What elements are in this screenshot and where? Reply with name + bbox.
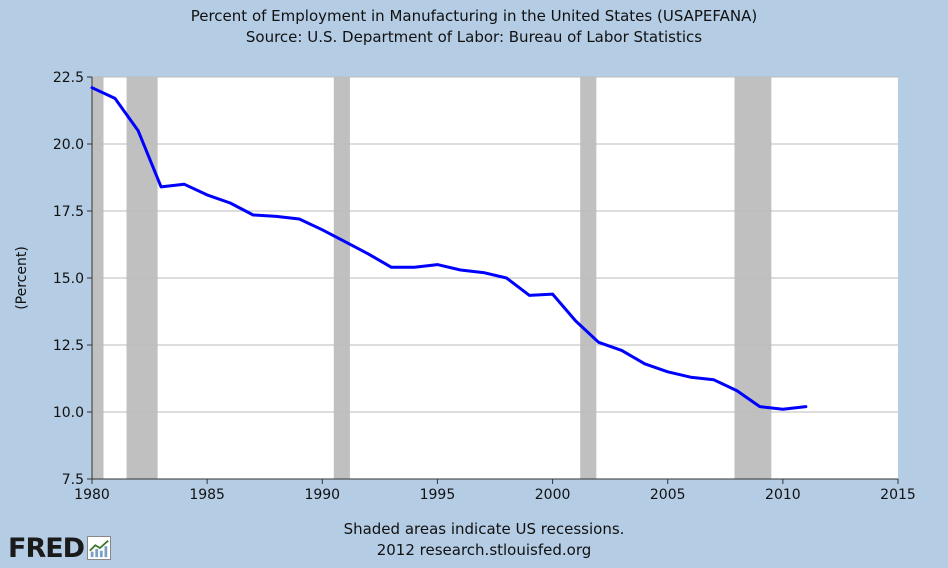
y-tick-label: 22.5 (53, 70, 84, 86)
x-tick-label: 2010 (765, 487, 801, 503)
chart-subtitle: Source: U.S. Department of Labor: Bureau… (245, 28, 703, 46)
fred-logo[interactable]: FRED (8, 532, 112, 564)
x-tick-label: 2015 (880, 487, 916, 503)
source-credit: 2012 research.stlouisfed.org (376, 541, 592, 559)
y-tick-label: 7.5 (62, 472, 84, 488)
x-tick-label: 1990 (304, 487, 340, 503)
x-tick-label: 2000 (535, 487, 571, 503)
fred-logo-text: FRED (8, 532, 85, 564)
axes (91, 77, 898, 480)
tick-labels: 7.5 10.0 12.5 15.0 17.5 20.0 22.5 1980 1985 1990 1… (53, 70, 916, 503)
y-tick-label: 15.0 (53, 271, 84, 287)
x-tick-label: 1985 (189, 487, 225, 503)
chart-footer: Shaded areas indicate US recessions. 201… (0, 519, 948, 561)
y-axis-label: (Percent) (14, 246, 30, 310)
fred-chart-icon (87, 536, 112, 560)
chart-title-block: Percent of Employment in Manufacturing i… (0, 6, 948, 48)
series-lines (90, 86, 808, 411)
recession-note: Shaded areas indicate US recessions. (343, 520, 625, 538)
chart-title: Percent of Employment in Manufacturing i… (190, 7, 758, 25)
series-line (90, 86, 808, 411)
x-tick-label: 1980 (74, 487, 110, 503)
y-tick-label: 12.5 (53, 338, 84, 354)
x-tick-label: 1995 (420, 487, 456, 503)
x-tick-label: 2005 (650, 487, 686, 503)
y-tick-label: 20.0 (53, 137, 84, 153)
y-tick-label: 17.5 (53, 204, 84, 220)
y-tick-label: 10.0 (53, 405, 84, 421)
